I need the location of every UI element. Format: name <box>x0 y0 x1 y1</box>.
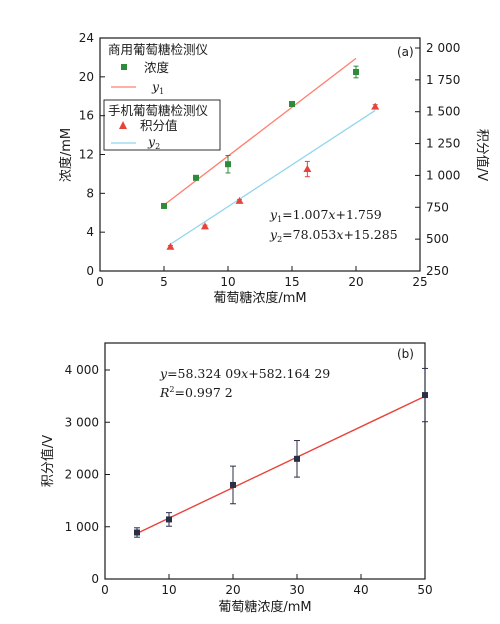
panel-b-fit-line <box>136 395 426 534</box>
panel-a-point-concentration <box>225 161 231 168</box>
legend-box <box>103 99 221 151</box>
panel-a-y-right-ticks: 250 500 750 1 000 1 250 1 500 1 750 2 000 <box>415 41 460 278</box>
panel-a: 0 5 10 15 20 25 0 4 8 12 16 20 24 250 500 750 1 000 1 2… <box>58 31 490 306</box>
panel-b-y-axis-label: 积分值/V <box>40 435 56 487</box>
panel-b: 0 10 20 30 40 50 0 1 000 2 000 3 000 4 000 (b) y=… <box>40 342 433 615</box>
panel-b-x-tick-label: 10 <box>161 583 176 597</box>
panel-a-x-tick-label: 10 <box>220 275 235 289</box>
panel-a-y-left-tick-label: 20 <box>79 70 94 84</box>
panel-a-fit-line-y2 <box>170 109 376 245</box>
panel-a-point-integral <box>371 102 380 110</box>
panel-b-x-tick-label: 50 <box>417 583 432 597</box>
panel-a-y-right-tick-label: 750 <box>426 200 449 214</box>
panel-a-y-left-tick-label: 4 <box>86 225 94 239</box>
equation-b-r2: R2=0.997 2 <box>159 385 233 400</box>
panel-b-data-point <box>422 392 428 399</box>
panel-a-x-tick-label: 5 <box>160 275 168 289</box>
panel-a-y-left-tick-label: 16 <box>79 109 94 123</box>
panel-a-fit-line-y1 <box>163 57 357 206</box>
panel-b-regression-line <box>136 395 426 534</box>
panel-b-data-point <box>230 481 236 488</box>
panel-a-y-left-axis-label: 浓度/mM <box>58 128 74 182</box>
panel-b-label: (b) <box>397 347 414 361</box>
panel-b-x-axis-label: 葡萄糖浓度/mM <box>218 599 311 615</box>
panel-a-x-tick-label: 0 <box>96 275 104 289</box>
panel-a-y-right-tick-label: 250 <box>426 264 449 278</box>
panel-b-data-point <box>134 529 140 536</box>
equation-b-fit: y=58.324 09x+582.164 29 <box>159 366 330 381</box>
equation-y1: y1=1.007x+1.759 <box>269 207 382 224</box>
panel-a-x-tick-label: 15 <box>284 275 299 289</box>
legend-concentration-label: 浓度 <box>144 60 170 75</box>
panel-a-point-concentration <box>289 101 295 108</box>
panel-b-data-point <box>294 455 300 462</box>
panel-a-y-left-tick-label: 0 <box>86 264 94 278</box>
panel-a-x-ticks: 0 5 10 15 20 25 <box>96 266 428 289</box>
panel-a-y-left-tick-label: 24 <box>79 31 94 45</box>
panel-b-y-tick-label: 2 000 <box>65 468 99 482</box>
legend-integral-label: 积分值 <box>140 118 178 133</box>
legend-triangle-marker <box>119 121 127 129</box>
panel-a-point-concentration <box>193 174 199 181</box>
panel-a-y-right-tick-label: 1 250 <box>426 137 460 151</box>
panel-a-y-right-tick-label: 1 750 <box>426 73 460 87</box>
panel-b-x-tick-label: 0 <box>101 583 109 597</box>
panel-a-point-integral <box>166 242 175 250</box>
legend-y2-label: y2 <box>147 134 160 151</box>
panel-a-label: (a) <box>397 45 414 59</box>
panel-b-y-ticks: 0 1 000 2 000 3 000 4 000 <box>65 363 110 586</box>
panel-a-y-left-tick-label: 12 <box>79 148 94 162</box>
legend-commercial-title: 商用葡萄糖检测仪 <box>108 42 209 57</box>
panel-b-y-tick-label: 1 000 <box>65 520 99 534</box>
panel-b-x-tick-label: 20 <box>225 583 240 597</box>
legend-phone-title: 手机葡萄糖检测仪 <box>108 103 209 118</box>
panel-a-data-points <box>161 65 380 250</box>
panel-a-y-right-tick-label: 1 000 <box>426 168 460 182</box>
panel-a-y-right-axis-label: 积分值/V <box>474 129 490 181</box>
panel-b-y-tick-label: 4 000 <box>65 363 99 377</box>
panel-a-y-left-tick-label: 8 <box>86 186 94 200</box>
panel-a-y-right-tick-label: 1 500 <box>426 105 460 119</box>
panel-a-x-tick-label: 20 <box>348 275 363 289</box>
panel-a-x-axis-label: 葡萄糖浓度/mM <box>213 290 306 306</box>
panel-a-point-concentration <box>353 68 359 75</box>
panel-a-y-right-tick-label: 500 <box>426 232 449 246</box>
legend-y1-label: y1 <box>151 79 164 96</box>
panel-b-y-tick-label: 3 000 <box>65 415 99 429</box>
panel-b-x-tick-label: 30 <box>289 583 304 597</box>
panel-b-x-tick-label: 40 <box>353 583 368 597</box>
panel-a-point-integral <box>200 222 209 230</box>
legend-square-marker <box>121 64 127 70</box>
panel-b-data-point <box>166 516 172 523</box>
panel-a-y-right-tick-label: 2 000 <box>426 41 460 55</box>
panel-a-x-tick-label: 25 <box>412 275 427 289</box>
panel-b-plot-frame <box>104 342 426 580</box>
panel-b-y-tick-label: 0 <box>91 572 99 586</box>
panel-a-y-left-ticks: 0 4 8 12 16 20 24 <box>79 31 105 278</box>
panel-a-point-concentration <box>161 202 167 209</box>
panel-a-point-integral <box>303 165 312 173</box>
panel-a-point-integral <box>235 196 244 204</box>
panel-b-x-ticks: 0 10 20 30 40 50 <box>101 574 433 597</box>
equation-y2: y2=78.053x+15.285 <box>269 227 398 244</box>
panel-b-data-points <box>134 367 428 538</box>
